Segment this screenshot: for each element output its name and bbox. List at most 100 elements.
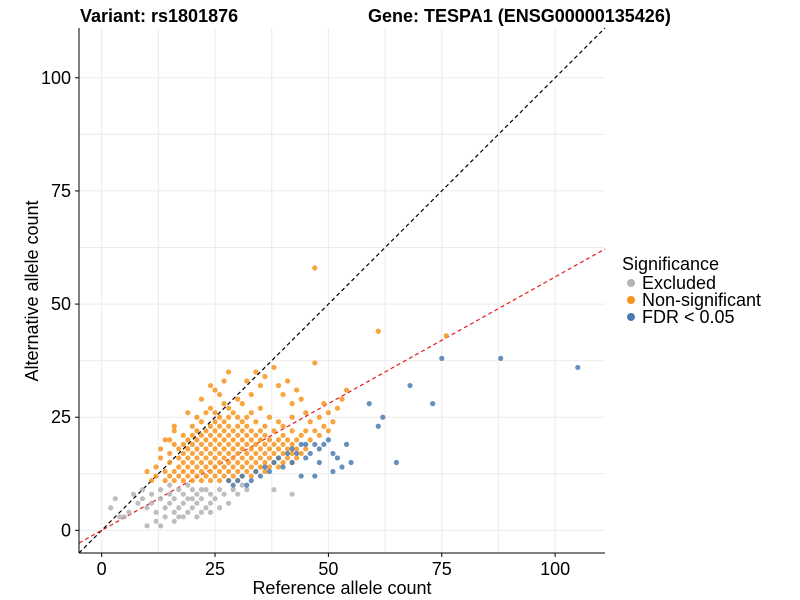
point-non-significant [180,432,186,438]
point-non-significant [334,405,341,411]
point-fdr-0-05 [266,468,273,475]
point-non-significant [171,428,177,434]
point-non-significant [307,437,313,443]
point-non-significant [194,428,200,434]
point-non-significant [162,477,168,484]
point-non-significant [239,437,245,443]
point-non-significant [244,459,250,466]
point-non-significant [194,446,200,452]
point-excluded [198,509,205,515]
point-excluded [171,518,177,524]
point-non-significant [294,437,300,443]
point-fdr-0-05 [316,446,322,452]
point-excluded [167,500,173,506]
point-non-significant [153,464,159,470]
point-non-significant [158,455,164,461]
point-fdr-0-05 [575,364,581,371]
point-non-significant [284,437,291,443]
point-non-significant [221,473,227,479]
point-non-significant [198,441,205,447]
point-non-significant [171,468,177,475]
point-non-significant [321,423,327,429]
point-non-significant [280,391,286,398]
point-non-significant [248,455,254,461]
point-non-significant [289,441,295,447]
point-non-significant [216,459,223,466]
point-non-significant [198,459,205,466]
point-non-significant [221,428,227,434]
point-non-significant [253,441,259,447]
point-excluded [244,487,250,493]
y-tick-label: 50 [51,294,71,314]
point-excluded [189,487,195,493]
point-fdr-0-05 [330,468,336,475]
point-fdr-0-05 [430,401,436,407]
point-fdr-0-05 [498,355,504,361]
x-tick-label: 50 [318,559,338,579]
point-excluded [194,491,200,497]
point-fdr-0-05 [439,355,445,361]
point-excluded [158,487,164,493]
point-excluded [185,509,191,515]
point-fdr-0-05 [294,450,300,457]
point-excluded [226,500,232,506]
point-excluded [148,500,155,506]
legend-swatch-non-significant [627,296,635,304]
point-excluded [216,505,223,511]
point-non-significant [185,446,191,452]
point-non-significant [239,401,245,407]
point-non-significant [239,446,245,452]
point-non-significant [262,450,268,457]
point-excluded [198,487,205,493]
point-non-significant [235,459,241,466]
point-fdr-0-05 [321,441,327,447]
point-non-significant [221,446,227,452]
point-excluded [212,496,218,502]
point-non-significant [235,396,241,402]
point-non-significant [226,441,232,447]
point-non-significant [316,414,322,420]
point-non-significant [275,437,282,443]
point-non-significant [262,432,268,438]
point-fdr-0-05 [275,455,282,461]
point-non-significant [207,382,214,389]
point-non-significant [239,455,245,461]
point-excluded [162,505,168,511]
point-non-significant [275,419,282,425]
point-non-significant [194,437,200,443]
legend-swatch-fdr [627,313,635,321]
point-non-significant [216,414,223,420]
point-non-significant [443,333,449,339]
point-non-significant [298,432,304,438]
point-non-significant [239,464,245,470]
point-excluded [139,496,146,502]
fitted-line [78,248,606,544]
point-non-significant [226,405,232,411]
point-excluded [121,514,127,520]
identity-line [78,27,606,554]
point-excluded [162,514,168,520]
point-non-significant [189,477,195,484]
point-non-significant [180,441,186,447]
point-non-significant [262,373,268,380]
point-non-significant [212,387,218,393]
point-non-significant [257,382,263,389]
chart-title-gene: Gene: TESPA1 (ENSG00000135426) [368,6,671,26]
point-excluded [180,491,186,497]
point-non-significant [244,441,250,447]
point-non-significant [176,473,182,479]
point-excluded [144,523,150,529]
point-non-significant [221,455,227,461]
x-tick-label: 0 [97,559,107,579]
point-non-significant [167,473,173,479]
x-tick-label: 75 [432,559,452,579]
point-excluded [216,487,223,493]
point-excluded [207,500,214,506]
y-tick-label: 75 [51,181,71,201]
point-fdr-0-05 [380,414,386,420]
point-non-significant [221,401,227,407]
point-non-significant [235,432,241,438]
point-non-significant [230,446,236,452]
point-non-significant [244,432,250,438]
point-non-significant [189,423,195,429]
